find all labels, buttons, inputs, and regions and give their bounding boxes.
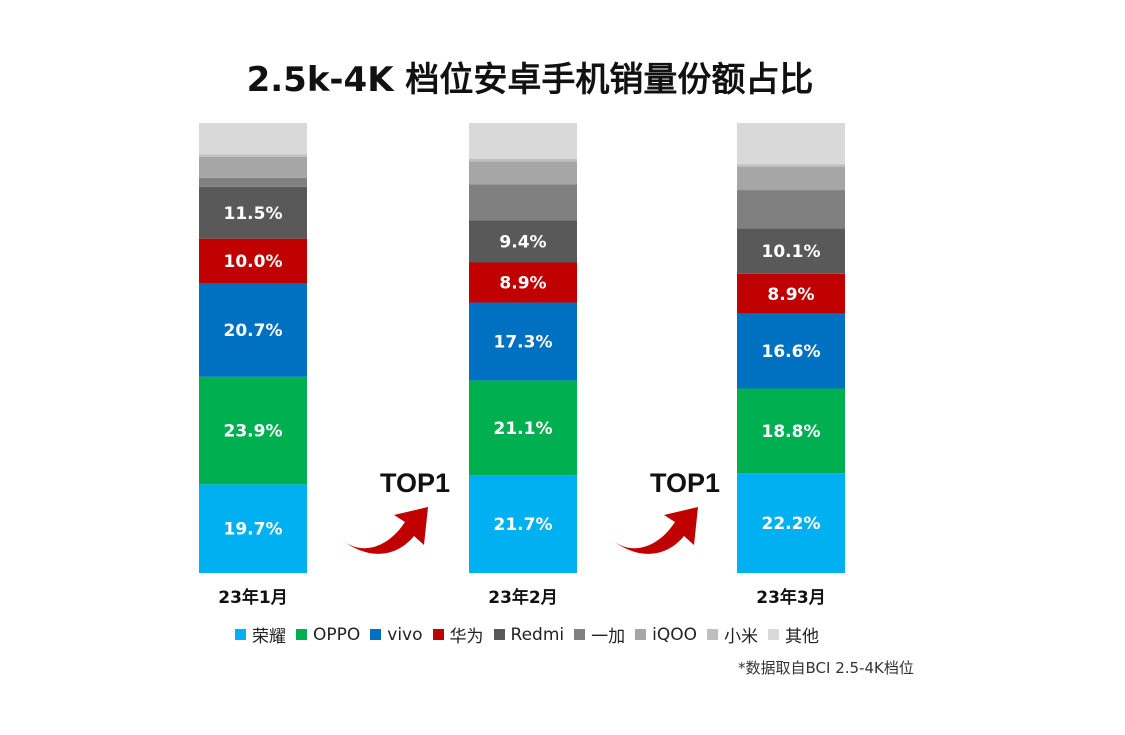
bar-segment	[737, 388, 845, 474]
data-label: 8.9%	[767, 285, 814, 305]
legend-label: 荣耀	[252, 627, 286, 647]
legend-label: 小米	[723, 627, 758, 647]
bar-segment	[469, 475, 577, 573]
legend-item: 小米	[706, 622, 758, 647]
legend-label: 一加	[591, 627, 626, 647]
data-label: 10.0%	[224, 252, 283, 272]
bar-segment	[469, 159, 577, 162]
data-label: 10.1%	[762, 242, 821, 262]
legend-swatch	[706, 629, 718, 640]
bar-segment	[737, 313, 845, 389]
legend-swatch	[370, 629, 382, 640]
legend-label: OPPO	[313, 624, 361, 645]
legend-swatch	[767, 629, 779, 640]
category-label: 23年2月	[488, 587, 558, 608]
data-label: 8.9%	[499, 274, 546, 294]
data-label: 23.9%	[224, 422, 283, 442]
bar-segment	[199, 283, 307, 377]
legend-swatch	[296, 629, 307, 640]
bar-segment	[199, 177, 307, 187]
legend-swatch	[432, 629, 444, 640]
legend-swatch	[493, 629, 505, 640]
legend-item: vivo	[370, 624, 423, 645]
category-label: 23年3月	[756, 587, 826, 608]
legend-item: 华为	[432, 622, 484, 647]
legend-label: 其他	[784, 627, 819, 647]
data-label: 21.7%	[494, 515, 553, 535]
bar-segment	[469, 302, 577, 381]
category-label: 23年1月	[218, 587, 288, 608]
data-label: 9.4%	[499, 232, 546, 252]
legend-swatch	[574, 629, 586, 640]
bar-segment	[199, 238, 307, 284]
bar-segment	[469, 380, 577, 476]
footnote: *数据取自BCI 2.5-4K档位	[738, 659, 914, 677]
bar-segment	[737, 190, 845, 229]
curved-arrow-icon	[342, 507, 428, 554]
data-label: 19.7%	[224, 520, 283, 540]
bar-segment	[199, 156, 307, 178]
data-label: 22.2%	[762, 514, 821, 534]
bar-segment	[469, 220, 577, 263]
bar-segment	[469, 123, 577, 159]
legend-swatch	[635, 629, 647, 640]
legend-label: 华为	[449, 627, 484, 647]
legend-item: 一加	[574, 622, 625, 647]
bar-segment	[199, 186, 307, 239]
legend-item: iQOO	[635, 625, 697, 645]
chart-title: 2.5k-4K 档位安卓手机销量份额占比	[246, 60, 814, 100]
data-label: 20.7%	[224, 321, 283, 341]
bar-segment	[737, 473, 845, 573]
curved-arrow-icon	[612, 507, 698, 554]
bar-segment	[737, 164, 845, 167]
bar-segment	[737, 273, 845, 314]
bar-segment	[469, 184, 577, 221]
legend-label: iQOO	[652, 624, 697, 645]
top1-label: TOP1	[650, 468, 720, 498]
bar-segment	[199, 154, 307, 157]
bar-segment	[737, 228, 845, 274]
legend: 荣耀 OPPO vivo 华为 Redmi 一加 iQOO 小米 其他	[235, 622, 875, 647]
legend-item: 其他	[767, 622, 819, 647]
top1-label: TOP1	[380, 468, 450, 498]
bar-segment	[469, 262, 577, 303]
legend-item: Redmi	[493, 624, 565, 645]
bar-segment	[469, 161, 577, 185]
bar-segment	[199, 376, 307, 485]
data-label: 16.6%	[762, 342, 821, 362]
data-label: 21.1%	[494, 419, 553, 439]
bar-segment	[199, 484, 307, 573]
legend-item: 荣耀	[235, 622, 286, 647]
data-label: 17.3%	[494, 332, 553, 352]
legend-item: OPPO	[296, 625, 360, 645]
legend-swatch	[235, 629, 246, 640]
legend-label: vivo	[387, 624, 423, 645]
data-label: 18.8%	[762, 422, 821, 442]
bar-segment	[737, 123, 845, 165]
legend-label: Redmi	[510, 624, 565, 645]
bar-segment	[199, 123, 307, 155]
data-label: 11.5%	[224, 204, 283, 224]
bar-segment	[737, 166, 845, 191]
